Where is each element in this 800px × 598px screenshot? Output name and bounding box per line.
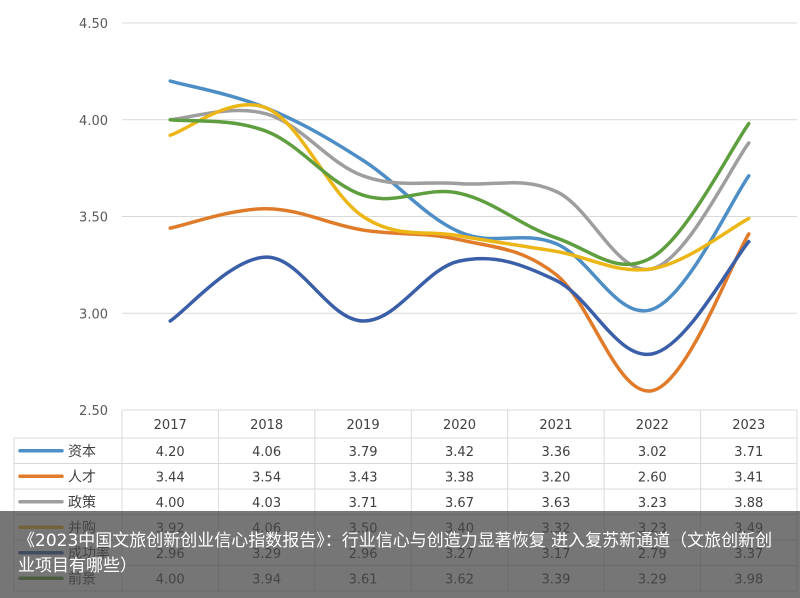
- table-value-cell: 4.00: [156, 496, 185, 511]
- y-tick-label: 4.50: [79, 17, 108, 32]
- table-value-cell: 3.36: [541, 445, 570, 460]
- series-name-label: 人才: [68, 469, 96, 485]
- y-tick-label: 4.00: [79, 114, 108, 129]
- table-value-cell: 3.44: [156, 470, 185, 485]
- series-line: [168, 108, 751, 272]
- x-category-label: 2018: [250, 418, 283, 433]
- x-category-label: 2020: [443, 418, 476, 433]
- table-value-cell: 4.20: [156, 445, 185, 460]
- series-line: [168, 207, 751, 393]
- series-line: [168, 103, 751, 272]
- y-tick-label: 3.50: [79, 211, 108, 226]
- table-value-cell: 3.38: [445, 470, 474, 485]
- table-value-cell: 3.54: [252, 470, 281, 485]
- x-category-label: 2022: [636, 418, 669, 433]
- table-value-cell: 3.02: [638, 445, 667, 460]
- x-category-label: 2017: [154, 418, 187, 433]
- table-value-cell: 4.06: [252, 445, 281, 460]
- y-tick-label: 3.00: [79, 307, 108, 322]
- table-value-cell: 3.63: [541, 496, 570, 511]
- table-value-cell: 4.03: [252, 496, 281, 511]
- series-name-label: 资本: [68, 444, 96, 460]
- table-value-cell: 3.67: [445, 496, 474, 511]
- image-caption: 《2023中国文旅创新创业信心指数报告》：行业信心与创造力显著恢复 进入复苏新通…: [0, 511, 800, 598]
- table-value-cell: 2.60: [638, 470, 667, 485]
- series-line: [168, 239, 751, 356]
- table-value-cell: 3.23: [638, 496, 667, 511]
- table-value-cell: 3.43: [349, 470, 378, 485]
- table-value-cell: 3.41: [734, 470, 763, 485]
- x-category-label: 2021: [539, 418, 572, 433]
- x-category-label: 2019: [347, 418, 380, 433]
- y-tick-label: 2.50: [79, 404, 108, 419]
- x-category-label: 2023: [732, 418, 765, 433]
- table-value-cell: 3.71: [734, 445, 763, 460]
- table-value-cell: 3.71: [349, 496, 378, 511]
- series-line: [168, 118, 751, 267]
- series-line: [168, 79, 751, 313]
- table-value-cell: 3.79: [349, 445, 378, 460]
- table-value-cell: 3.20: [541, 470, 570, 485]
- table-value-cell: 3.42: [445, 445, 474, 460]
- series-name-label: 政策: [68, 494, 96, 511]
- table-value-cell: 3.88: [734, 496, 763, 511]
